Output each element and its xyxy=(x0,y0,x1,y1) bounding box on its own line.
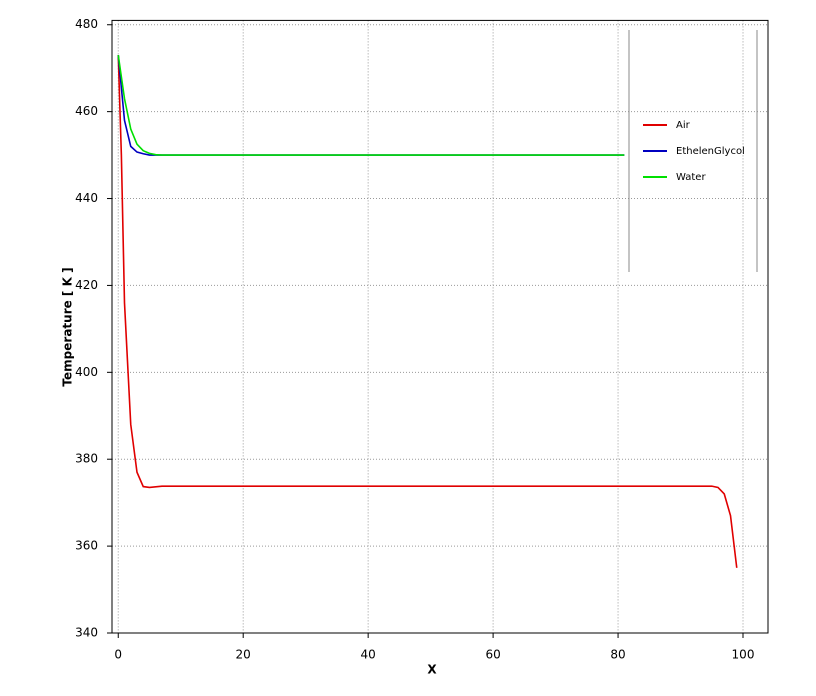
y-tick-label: 480 xyxy=(75,17,98,31)
y-tick-label: 460 xyxy=(75,104,98,118)
y-axis-title: Temperature [ K ] xyxy=(61,267,75,386)
series-line xyxy=(117,55,738,568)
x-tick-label: 0 xyxy=(114,648,122,662)
y-tick-label: 420 xyxy=(75,278,98,292)
x-tick-label: 100 xyxy=(732,648,755,662)
legend-label: Air xyxy=(676,120,691,131)
y-tick-label: 340 xyxy=(75,626,98,640)
series-line xyxy=(117,55,625,156)
y-tick-label: 400 xyxy=(75,365,98,379)
y-tick-label: 440 xyxy=(75,191,98,205)
x-tick-label: 20 xyxy=(236,648,251,662)
x-tick-label: 60 xyxy=(485,648,500,662)
x-tick-label: 40 xyxy=(361,648,376,662)
x-axis-title: X xyxy=(427,663,437,677)
plot-frame xyxy=(111,19,769,634)
y-tick-label: 360 xyxy=(75,539,98,553)
legend-label: EthelenGlycol xyxy=(676,146,745,157)
series-line xyxy=(117,55,625,156)
x-tick-label: 80 xyxy=(610,648,625,662)
legend-label: Water xyxy=(676,172,706,183)
y-tick-label: 380 xyxy=(75,452,98,466)
